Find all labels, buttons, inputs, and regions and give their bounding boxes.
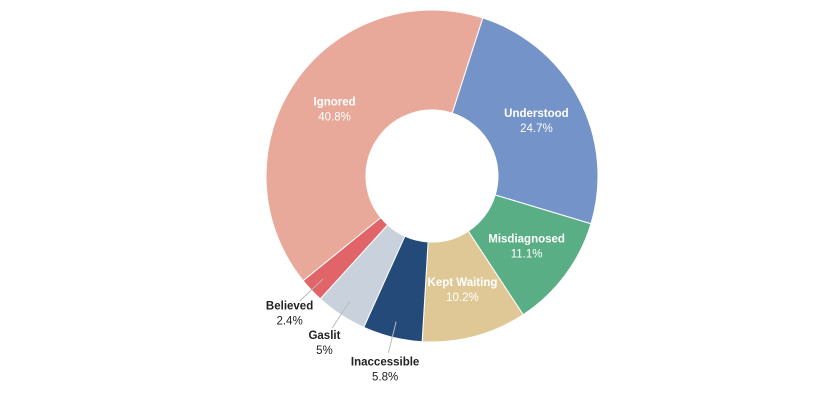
slice-label: Ignored [314,96,356,108]
value-label: 11.1% [511,249,543,261]
value-label: 10.2% [446,292,479,304]
slice-label: Understood [504,108,569,120]
leader-line [331,301,351,329]
value-label: 5.8% [372,371,398,383]
slice-label: Kept Waiting [428,277,498,289]
slice-label: Gaslit [308,330,340,342]
slice-label: Believed [266,301,313,313]
value-label: 40.8% [318,111,351,123]
slice-label: Misdiagnosed [488,234,565,246]
slice-label: Inaccessible [351,356,419,368]
leader-line [299,278,324,302]
slice [265,9,484,282]
value-label: 2.4% [276,316,302,328]
value-label: 5% [316,345,333,357]
value-label: 24.7% [520,123,553,135]
slice [451,17,599,225]
leader-line [387,321,397,353]
